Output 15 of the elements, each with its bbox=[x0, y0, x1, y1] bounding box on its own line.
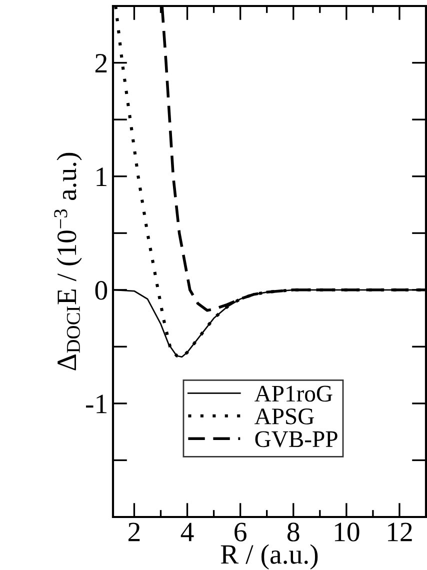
x-tick-label: 4 bbox=[180, 522, 194, 542]
y-tick-label: -1 bbox=[86, 394, 106, 414]
legend-label: AP1roG bbox=[254, 386, 332, 402]
x-axis-title: R / (a.u.) bbox=[220, 544, 318, 570]
y-tick-label: 1 bbox=[96, 168, 106, 186]
x-tick-label: 12 bbox=[388, 522, 412, 542]
x-tick-label: 8 bbox=[287, 522, 300, 542]
x-tick-label: 6 bbox=[234, 522, 246, 542]
y-tick-label: 0 bbox=[95, 281, 108, 300]
legend-label: GVB-PP bbox=[255, 431, 338, 448]
y-tick-label: 2 bbox=[95, 54, 107, 72]
x-tick-label: 2 bbox=[128, 522, 140, 542]
legend-label: APSG bbox=[254, 408, 314, 424]
y-axis-title: Δ$_{DOCI}$E / (10$^{−3}$ a.u.) bbox=[54, 152, 82, 370]
x-tick-label: 10 bbox=[334, 522, 360, 542]
